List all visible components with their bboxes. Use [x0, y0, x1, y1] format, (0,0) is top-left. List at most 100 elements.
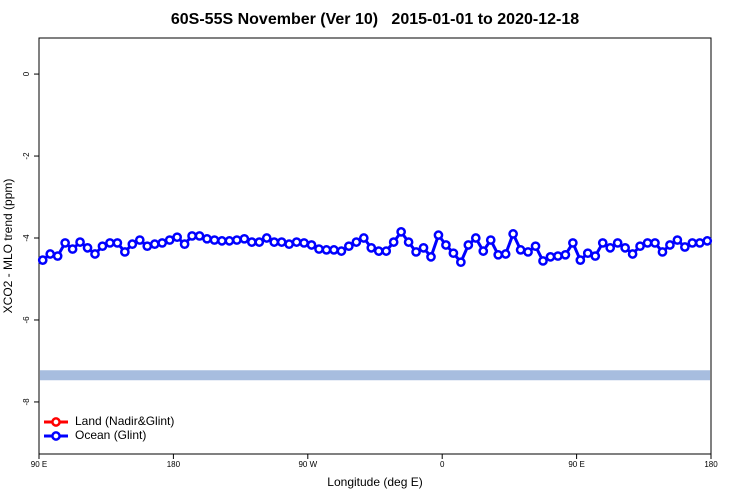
data-point [426, 252, 436, 262]
plot-frame [38, 37, 712, 455]
x-tick-label: 90 W [298, 460, 317, 469]
data-point [597, 238, 608, 248]
data-point [635, 241, 645, 252]
data-point [60, 238, 70, 248]
data-point [149, 239, 160, 250]
data-point [515, 245, 526, 255]
data-point [687, 238, 698, 248]
data-point [202, 233, 212, 244]
data-point [575, 255, 586, 265]
x-tick-label: 0 [440, 460, 445, 469]
data-point [306, 240, 317, 250]
data-point [261, 233, 272, 243]
data-point [448, 248, 459, 259]
data-point [694, 238, 705, 248]
data-point [478, 246, 489, 256]
data-point [52, 251, 63, 261]
data-point [224, 236, 235, 246]
data-point [418, 242, 429, 253]
data-point [396, 227, 406, 237]
data-point [582, 248, 593, 259]
data-point [553, 251, 563, 261]
data-point [381, 246, 392, 256]
y-tick-label: -8 [22, 398, 31, 406]
data-point [441, 240, 451, 250]
data-point [157, 238, 168, 248]
y-tick-label: -2 [22, 152, 31, 160]
data-point [284, 239, 294, 250]
data-point [358, 233, 369, 243]
data-point [373, 246, 384, 256]
data-point [568, 238, 578, 248]
data-point [276, 237, 287, 247]
data-point [366, 242, 377, 253]
data-point [209, 235, 220, 245]
data-point [217, 236, 227, 246]
data-point [164, 235, 175, 245]
legend-label: Ocean (Glint) [75, 428, 146, 442]
data-point [142, 241, 153, 252]
data-point [642, 238, 653, 248]
y-axis-label: XCO2 - MLO trend (ppm) [1, 179, 15, 314]
legend-marker [51, 417, 61, 427]
data-point [37, 255, 48, 265]
data-point [194, 231, 205, 241]
data-point [67, 244, 78, 254]
chart-title: 60S-55S November (Ver 10) 2015-01-01 to … [171, 11, 579, 28]
data-point [665, 240, 675, 250]
data-point [485, 235, 496, 245]
data-point [403, 237, 414, 247]
data-point [530, 241, 541, 252]
data-point [523, 247, 533, 257]
data-point [545, 252, 556, 262]
data-point [470, 233, 481, 243]
data-point [112, 238, 123, 248]
data-point [456, 257, 466, 268]
x-tick-label: 90 E [31, 460, 47, 469]
legend-marker [51, 431, 61, 441]
x-axis-label: Longitude (deg E) [327, 475, 422, 489]
data-point [493, 249, 504, 260]
data-point [45, 249, 56, 259]
y-tick-label: -6 [22, 316, 31, 324]
data-point [657, 247, 668, 257]
data-point [411, 247, 421, 257]
data-point [500, 249, 511, 259]
data-point [75, 237, 85, 247]
data-point [246, 237, 257, 247]
data-point [672, 235, 683, 245]
data-point [650, 238, 660, 248]
data-point [179, 239, 190, 250]
data-point [314, 244, 324, 254]
data-point [254, 237, 265, 247]
data-point [463, 240, 474, 250]
data-point [612, 238, 623, 248]
data-point [351, 237, 362, 247]
data-point [97, 241, 108, 252]
data-point [299, 238, 309, 248]
data-point [232, 235, 242, 245]
data-point [620, 242, 630, 253]
data-point [702, 236, 713, 246]
x-tick-label: 90 E [568, 460, 584, 469]
data-point [90, 249, 100, 259]
data-point [344, 241, 354, 252]
data-point [269, 237, 280, 247]
data-point [329, 245, 339, 255]
data-point [605, 242, 616, 253]
data-point [560, 249, 571, 260]
data-point [105, 238, 115, 248]
x-tick-label: 180 [167, 460, 181, 469]
y-tick-label: 0 [22, 71, 31, 76]
legend-label: Land (Nadir&Glint) [75, 414, 174, 428]
data-point [680, 242, 690, 252]
data-point [187, 231, 197, 241]
data-point [134, 235, 145, 245]
data-point [538, 256, 548, 266]
x-tick-label: 180 [704, 460, 718, 469]
data-point [590, 251, 601, 261]
data-point [127, 239, 138, 250]
data-point [627, 249, 638, 259]
